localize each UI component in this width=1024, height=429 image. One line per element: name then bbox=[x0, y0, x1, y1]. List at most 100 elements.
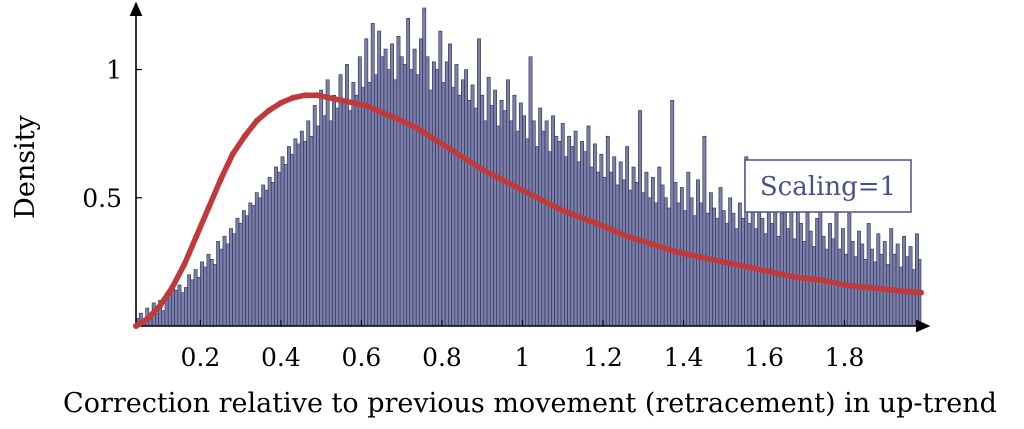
density-curve-point bbox=[181, 261, 188, 268]
density-curve-point bbox=[744, 264, 751, 271]
histogram-bar bbox=[367, 82, 372, 327]
histogram-bar bbox=[889, 228, 894, 327]
density-curve-point bbox=[290, 94, 296, 101]
density-curve-point bbox=[145, 315, 152, 322]
histogram-bar bbox=[467, 100, 472, 327]
histogram-bar bbox=[731, 212, 736, 327]
histogram-bar bbox=[174, 289, 179, 327]
histogram-bar bbox=[448, 43, 452, 327]
x-tick-label: 1.6 bbox=[744, 343, 784, 372]
histogram-bar bbox=[287, 146, 291, 327]
density-curve-point bbox=[672, 248, 679, 255]
legend-box bbox=[744, 159, 912, 213]
histogram-bar bbox=[451, 87, 456, 327]
histogram-bar bbox=[348, 110, 353, 327]
histogram-bar bbox=[203, 266, 208, 327]
histogram-bar bbox=[506, 79, 510, 327]
histogram-bar bbox=[480, 94, 485, 327]
histogram-bar bbox=[258, 197, 262, 327]
histogram-bar bbox=[583, 151, 588, 327]
histogram-bar bbox=[470, 84, 475, 327]
histogram-bar bbox=[754, 228, 758, 327]
density-curve-point bbox=[918, 289, 924, 296]
density-curve-point bbox=[217, 176, 224, 183]
histogram-bar bbox=[274, 166, 279, 327]
histogram-bar bbox=[229, 228, 233, 327]
histogram-bar bbox=[364, 38, 369, 327]
density-curve-point bbox=[430, 135, 437, 142]
density-curve-point bbox=[398, 117, 405, 124]
x-tick-label: 0.2 bbox=[181, 343, 221, 372]
histogram-bar bbox=[312, 105, 317, 327]
histogram-bar bbox=[589, 166, 594, 327]
histogram-bar bbox=[502, 110, 507, 327]
histogram-bar bbox=[396, 35, 401, 327]
density-curve-point bbox=[447, 146, 453, 153]
histogram-bar bbox=[670, 100, 675, 327]
histogram-bar bbox=[522, 115, 526, 327]
density-curve-point bbox=[889, 287, 896, 294]
histogram-bar bbox=[802, 241, 807, 327]
histogram-bar bbox=[319, 89, 324, 327]
histogram-bar bbox=[641, 192, 646, 327]
histogram-bar bbox=[190, 279, 195, 327]
histogram-bar bbox=[496, 125, 501, 327]
histogram-bar bbox=[902, 235, 907, 327]
histogram-bar bbox=[428, 89, 433, 327]
histogram-bar bbox=[828, 223, 832, 327]
density-curve-point bbox=[865, 284, 872, 291]
density-curve-point bbox=[265, 107, 272, 114]
histogram-bar bbox=[863, 259, 868, 327]
histogram-bar bbox=[254, 192, 259, 327]
histogram-bar bbox=[718, 187, 723, 327]
histogram-bar bbox=[235, 217, 240, 327]
histogram-bar bbox=[692, 215, 697, 327]
density-curve-point bbox=[253, 117, 260, 124]
histogram-bar bbox=[554, 135, 559, 327]
histogram-bar bbox=[248, 202, 253, 327]
histogram-bar bbox=[225, 243, 230, 327]
histogram-bar bbox=[419, 38, 423, 327]
histogram-bar bbox=[544, 120, 549, 327]
histogram-bar bbox=[222, 235, 227, 327]
histogram-bar bbox=[547, 151, 552, 327]
histogram-bar bbox=[840, 228, 845, 327]
histogram-bar bbox=[241, 210, 246, 327]
histogram-bar bbox=[155, 312, 159, 327]
density-curve-point bbox=[326, 94, 333, 101]
histogram-bar bbox=[882, 241, 887, 327]
x-tick-label: 0.8 bbox=[422, 343, 462, 372]
histogram-bar bbox=[876, 233, 881, 327]
histogram-bar bbox=[837, 248, 842, 327]
histogram-bar bbox=[357, 56, 362, 327]
histogram-bar bbox=[686, 171, 691, 327]
histogram-bar bbox=[580, 141, 584, 327]
histogram-bar bbox=[341, 100, 346, 327]
histogram-bar bbox=[296, 143, 301, 327]
y-axis-title: Density bbox=[10, 114, 41, 218]
histogram-bar bbox=[180, 292, 185, 327]
density-curve-point bbox=[386, 112, 393, 119]
density-curve-point bbox=[696, 253, 703, 260]
density-curve-point bbox=[193, 233, 200, 240]
histogram-bar bbox=[509, 120, 514, 327]
density-curve-point bbox=[314, 92, 321, 99]
histogram-bar bbox=[908, 246, 913, 327]
histogram-bar bbox=[776, 235, 781, 327]
histogram-bar bbox=[647, 197, 652, 327]
histogram-bar bbox=[725, 223, 729, 327]
x-axis-title: Correction relative to previous movement… bbox=[63, 388, 997, 419]
x-tick-label: 1.2 bbox=[583, 343, 623, 372]
density-curve-point bbox=[599, 222, 606, 229]
histogram-bar bbox=[541, 130, 546, 327]
density-curve-point bbox=[519, 187, 526, 194]
histogram-bar bbox=[557, 141, 562, 327]
histogram-bar bbox=[911, 269, 916, 327]
histogram-bar bbox=[689, 197, 694, 327]
histogram-bar bbox=[232, 233, 237, 327]
density-curve-point bbox=[302, 92, 309, 99]
histogram-bar bbox=[167, 294, 172, 327]
histogram-bar bbox=[667, 207, 671, 327]
histogram-bar bbox=[245, 215, 250, 327]
